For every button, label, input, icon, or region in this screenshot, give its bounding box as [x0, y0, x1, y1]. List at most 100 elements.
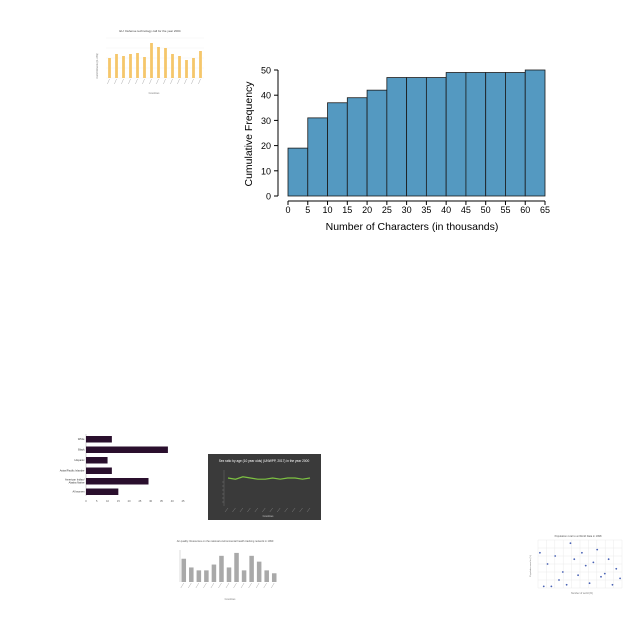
- thumb-dark-x-tick: [306, 507, 311, 513]
- thumb-gray-bar: [204, 570, 209, 582]
- thumb-scatter-title: Population rural to at World Data in 199…: [555, 534, 602, 538]
- dark-line-chart-thumbnail: Sex ratio by age (10 year olds) (UNWPP, …: [208, 454, 321, 520]
- thumb-gray-bar: [189, 567, 194, 582]
- thumb-gray-bar: [249, 555, 254, 582]
- y-tick-label: 0: [266, 192, 271, 202]
- thumb-dark-x-tick: [224, 507, 229, 513]
- thumb-gray-bar: [219, 555, 224, 582]
- thumb-purple-x-tick: 0: [85, 499, 87, 503]
- thumb-gray-tick-label: [225, 582, 230, 589]
- thumb-orange-tick-label: [142, 78, 145, 85]
- histogram-bar: [346, 97, 368, 197]
- thumb-purple-bar: [86, 488, 119, 495]
- thumb-gray-title: Air quality: Resources on the national e…: [177, 539, 274, 543]
- thumb-orange-bar: [150, 43, 153, 78]
- gray-bar-chart-thumbnail: Air quality: Resources on the national e…: [177, 539, 277, 601]
- histogram-bar: [406, 77, 427, 197]
- thumb-orange-bar: [185, 60, 188, 78]
- y-axis-title: Cumulative Frequency: [243, 81, 255, 187]
- thumb-scatter-point: [588, 582, 591, 585]
- thumb-purple-bar: [86, 478, 149, 485]
- thumb-orange-title: EU: Defense technology call for the year…: [119, 29, 181, 33]
- thumb-dark-x-tick: [232, 507, 236, 513]
- x-tick-label: 60: [520, 205, 530, 215]
- thumb-purple-x-tick: 25: [138, 499, 141, 503]
- thumb-scatter-point: [554, 555, 557, 557]
- x-tick-label: 0: [285, 205, 290, 215]
- cumulative-frequency-chart: 0 10 20 30 40 50 0 5 10 15 20 25 30 35 40 45 50 55 60 65 C…: [243, 66, 550, 234]
- purple-horizontal-bar-chart-thumbnail: White Black Hispanic Asian/Pacific Islander…: [60, 434, 185, 503]
- thumb-purple-bar: [86, 457, 108, 464]
- thumb-purple-x-tick: 45: [182, 499, 185, 503]
- thumb-orange-bar: [157, 47, 160, 78]
- thumb-scatter-point: [615, 567, 618, 570]
- thumb-dark-series-line: [227, 476, 311, 480]
- thumb-orange-tick-label: [184, 78, 187, 85]
- histogram-bar: [425, 77, 447, 197]
- thumb-orange-tick-label: [135, 78, 138, 85]
- scatter-chart-thumbnail: Population rural to at World Data in 199…: [529, 534, 623, 595]
- thumb-purple-category-label: Asian/Pacific Islander: [60, 469, 85, 473]
- thumb-gray-tick-label: [263, 582, 267, 589]
- x-tick-label: 35: [421, 205, 431, 215]
- thumb-dark-x-tick: [277, 507, 281, 513]
- thumb-gray-tick-label: [233, 582, 237, 589]
- thumb-scatter-point: [611, 583, 614, 586]
- thumb-orange-tick-label: [114, 78, 117, 85]
- x-tick-label: 10: [323, 205, 333, 215]
- thumb-purple-x-tick: 40: [171, 499, 174, 503]
- thumb-gray-tick-label: [255, 582, 260, 589]
- y-tick-label: 10: [261, 166, 271, 176]
- thumb-dark-xlabel: Countries: [263, 515, 274, 518]
- orange-bar-chart-thumbnail: EU: Defense technology call for the year…: [92, 26, 208, 96]
- thumb-orange-tick-label: [170, 78, 173, 85]
- thumb-gray-tick-label: [271, 582, 275, 589]
- thumb-orange-bar: [136, 53, 139, 78]
- thumb-purple-category-label: Hispanic: [75, 458, 86, 462]
- thumb-orange-ylabel: Commitments (in US$): [96, 53, 99, 78]
- thumb-gray-bar: [271, 573, 277, 582]
- thumb-orange-xlabel: Countries: [149, 92, 160, 95]
- thumb-orange-tick-label: [198, 78, 201, 85]
- thumb-scatter-point: [577, 574, 579, 577]
- x-tick-label: 50: [481, 205, 491, 215]
- thumb-gray-tick-label: [188, 582, 192, 589]
- thumb-scatter-ylabel: Population rural to (%): [529, 555, 532, 577]
- thumb-dark-x-tick: [262, 507, 266, 513]
- thumb-scatter-point: [581, 551, 583, 554]
- thumb-orange-tick-label: [177, 78, 180, 85]
- thumb-scatter-point: [600, 575, 602, 578]
- thumb-gray-bar: [181, 558, 187, 582]
- thumb-orange-bar: [122, 56, 125, 78]
- x-tick-label: 40: [441, 205, 451, 215]
- thumb-orange-bar: [108, 58, 111, 78]
- thumb-scatter-point: [584, 564, 587, 567]
- thumb-purple-category-label: White: [78, 437, 85, 441]
- thumb-scatter-point: [573, 558, 576, 561]
- thumb-gray-tick-label: [203, 582, 207, 589]
- thumb-gray-tick-label: [210, 582, 215, 589]
- x-tick-label: 30: [402, 205, 412, 215]
- thumb-purple-category-label: Black: [78, 448, 85, 452]
- thumb-scatter-point: [596, 548, 599, 551]
- dark-chart-background: [208, 454, 321, 520]
- thumb-scatter-point: [619, 577, 621, 580]
- thumb-gray-tick-label: [248, 582, 252, 589]
- thumb-scatter-point: [592, 561, 595, 564]
- histogram-bar: [327, 102, 348, 197]
- thumb-purple-category-label: All women: [73, 490, 86, 494]
- thumb-scatter-point: [550, 585, 553, 588]
- thumb-orange-tick-label: [163, 78, 166, 85]
- x-tick-label: 5: [305, 205, 310, 215]
- thumb-scatter-point: [542, 585, 545, 588]
- thumb-gray-bar: [196, 570, 202, 582]
- thumb-purple-x-tick: 20: [128, 499, 131, 503]
- thumb-purple-x-tick: 15: [117, 499, 120, 503]
- histogram-bar: [465, 72, 487, 197]
- y-tick-label: 50: [261, 66, 271, 76]
- histogram-bar: [386, 77, 408, 197]
- thumb-dark-x-tick: [247, 507, 251, 513]
- thumb-orange-tick-label: [121, 78, 124, 85]
- thumb-orange-bar: [164, 48, 167, 78]
- histogram-bar: [366, 89, 388, 197]
